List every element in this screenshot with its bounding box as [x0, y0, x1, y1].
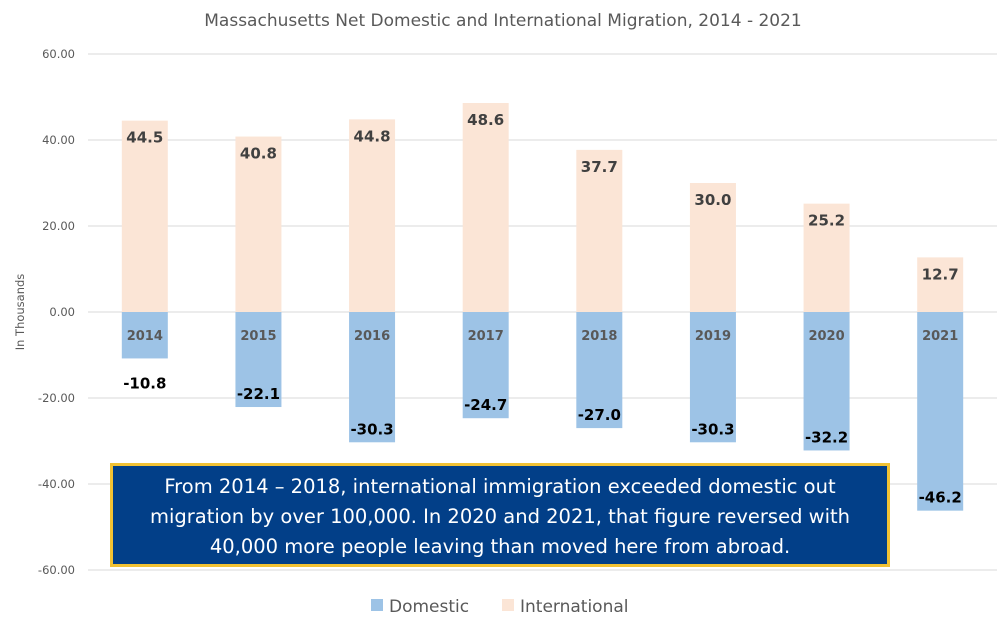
bar-domestic — [349, 312, 396, 443]
y-tick-label: -20.00 — [38, 391, 75, 405]
bars — [121, 103, 964, 511]
category-label: 2019 — [695, 329, 731, 344]
annotation-callout: From 2014 – 2018, international immigrat… — [110, 463, 890, 567]
data-label-international: 48.6 — [467, 111, 504, 129]
annotation-line: 40,000 more people leaving than moved he… — [209, 535, 791, 558]
data-label-international: 37.7 — [581, 158, 618, 176]
legend-label: Domestic — [389, 597, 469, 617]
bar-international — [803, 203, 850, 312]
data-label-domestic: -46.2 — [919, 489, 962, 507]
category-label: 2017 — [468, 329, 504, 344]
y-axis-ticks: 60.00 40.00 20.00 0.00 -20.00 -40.00 -60.00 — [38, 47, 75, 577]
bar-international — [576, 149, 623, 312]
data-label-international: 44.8 — [354, 127, 391, 145]
data-label-international: 25.2 — [808, 212, 845, 230]
y-tick-label: 60.00 — [42, 47, 75, 61]
bar-international — [462, 103, 509, 313]
bar-domestic — [917, 312, 964, 511]
bar-domestic — [235, 312, 282, 408]
data-label-international: 44.5 — [126, 129, 163, 147]
category-label: 2014 — [127, 329, 163, 344]
data-label-domestic: -24.7 — [464, 396, 507, 414]
y-tick-label: 0.00 — [49, 305, 75, 319]
data-label-domestic: -32.2 — [805, 428, 848, 446]
bar-international — [121, 120, 168, 313]
category-label: 2018 — [581, 329, 617, 344]
category-label: 2021 — [922, 329, 958, 344]
category-label: 2016 — [354, 329, 390, 344]
data-label-international: 30.0 — [694, 191, 731, 209]
bar-international — [349, 119, 396, 312]
bar-domestic — [576, 312, 623, 429]
bar-international — [235, 136, 282, 312]
data-label-international: 12.7 — [922, 265, 959, 283]
bar-domestic — [462, 312, 509, 419]
legend: Domestic International — [371, 597, 629, 617]
legend-label: International — [520, 597, 629, 617]
data-label-domestic: -27.0 — [578, 406, 621, 424]
bar-domestic — [803, 312, 850, 451]
y-tick-label: 40.00 — [42, 133, 75, 147]
bar-domestic — [689, 312, 736, 443]
bar-international — [917, 257, 964, 312]
y-axis-label: In Thousands — [13, 274, 27, 351]
data-label-international: 40.8 — [240, 145, 277, 163]
bar-international — [689, 183, 736, 312]
y-tick-label: -40.00 — [38, 477, 75, 491]
category-label: 2015 — [240, 329, 276, 344]
legend-swatch — [371, 599, 383, 611]
data-label-domestic: -30.3 — [691, 420, 734, 438]
data-labels: 44.5 2014 -10.8 40.8 2015 -22.1 44.8 2016 -30.3 4… — [123, 111, 962, 507]
data-label-domestic: -22.1 — [237, 385, 280, 403]
bar-domestic — [121, 312, 168, 359]
data-label-domestic: -10.8 — [123, 374, 166, 392]
chart-title: Massachusetts Net Domestic and Internati… — [204, 11, 802, 31]
legend-swatch — [502, 599, 514, 611]
y-tick-label: 20.00 — [42, 219, 75, 233]
annotation-line: migration by over 100,000. In 2020 and 2… — [149, 505, 851, 528]
category-label: 2020 — [808, 329, 844, 344]
data-label-domestic: -30.3 — [350, 420, 393, 438]
annotation-line: From 2014 – 2018, international immigrat… — [164, 475, 836, 498]
y-tick-label: -60.00 — [38, 563, 75, 577]
